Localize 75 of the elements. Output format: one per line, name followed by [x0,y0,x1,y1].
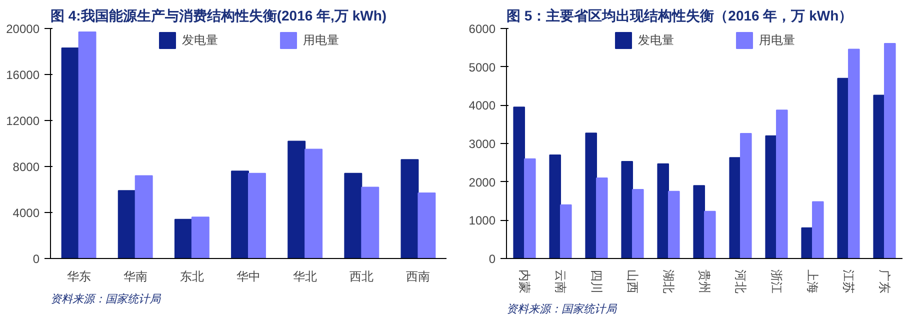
bar [191,216,210,258]
bar [288,140,306,258]
x-tick-label: 江苏 [842,270,856,294]
bar [776,110,788,258]
y-tick-label: 16000 [6,68,40,82]
bar [632,189,644,258]
x-tick-label: 东北 [180,270,204,284]
y-tick-label: 12000 [6,114,40,128]
x-tick-label: 华中 [236,270,260,284]
legend-label: 用电量 [759,32,795,48]
x-tick-label: 山西 [626,270,640,294]
bar [873,94,885,258]
bar [118,190,136,258]
bar [693,185,705,258]
x-tick-label: 云南 [554,270,568,294]
x-tick-label: 西北 [350,270,374,284]
bar [560,204,572,258]
bar [513,106,525,258]
x-tick-label: 浙江 [770,270,784,294]
bar [801,227,813,258]
y-tick-label: 4000 [468,98,496,113]
y-tick-label: 3000 [468,137,496,151]
x-tick-label: 四川 [590,270,604,294]
bar [61,48,80,258]
bar [837,78,849,258]
x-tick-label: 内蒙 [518,270,532,294]
y-tick-label: 1000 [468,214,496,228]
bar [361,186,380,258]
bar [740,133,752,258]
bar [812,201,824,258]
x-tick-label: 华南 [123,270,148,284]
bar [704,210,716,258]
y-tick-label: 8000 [12,160,40,174]
x-tick-label: 上海 [806,270,820,294]
bar [848,48,860,258]
y-tick-label: 2000 [468,175,496,190]
bar [304,148,323,258]
x-tick-label: 华东 [66,270,91,284]
y-tick-label: 5000 [468,60,496,74]
x-tick-label: 广东 [878,270,892,294]
text: 资料来源：国家统计局 [50,292,162,306]
bar [657,163,669,258]
y-tick-label: 4000 [12,206,40,220]
legend-label: 发电量 [182,32,218,48]
bar [549,154,561,258]
bar [765,135,777,258]
bar [248,172,266,258]
text: 资料来源：国家统计局 [506,302,618,316]
y-tick-label: 20000 [6,22,40,36]
bar [524,158,536,258]
x-tick-label: 贵州 [698,270,712,294]
y-tick-label: 6000 [468,22,496,36]
x-tick-label: 西南 [406,270,430,284]
chart-title: 图 4:我国能源生产与消费结构性失衡(2016 年,万 kWh) [50,8,387,24]
bar [78,31,96,258]
bar [621,161,633,258]
bar [585,132,597,258]
x-tick-label: 河北 [734,270,748,294]
bar [344,172,362,258]
y-tick-label: 0 [32,252,40,266]
bar [884,42,896,258]
chart-title: 图 5：主要省区均出现结构性失衡（2016 年，万 kWh） [506,8,853,24]
y-tick-label: 0 [488,252,496,266]
legend-label: 发电量 [638,32,674,48]
bar [729,157,741,258]
bar [174,218,192,258]
bar [418,192,436,258]
bar [134,175,153,258]
x-tick-label: 华北 [293,270,318,284]
bar [231,170,249,258]
bar [668,190,680,258]
x-tick-label: 湖北 [662,270,676,294]
bar [400,159,419,258]
bar [596,178,608,258]
legend-label: 用电量 [303,32,339,48]
